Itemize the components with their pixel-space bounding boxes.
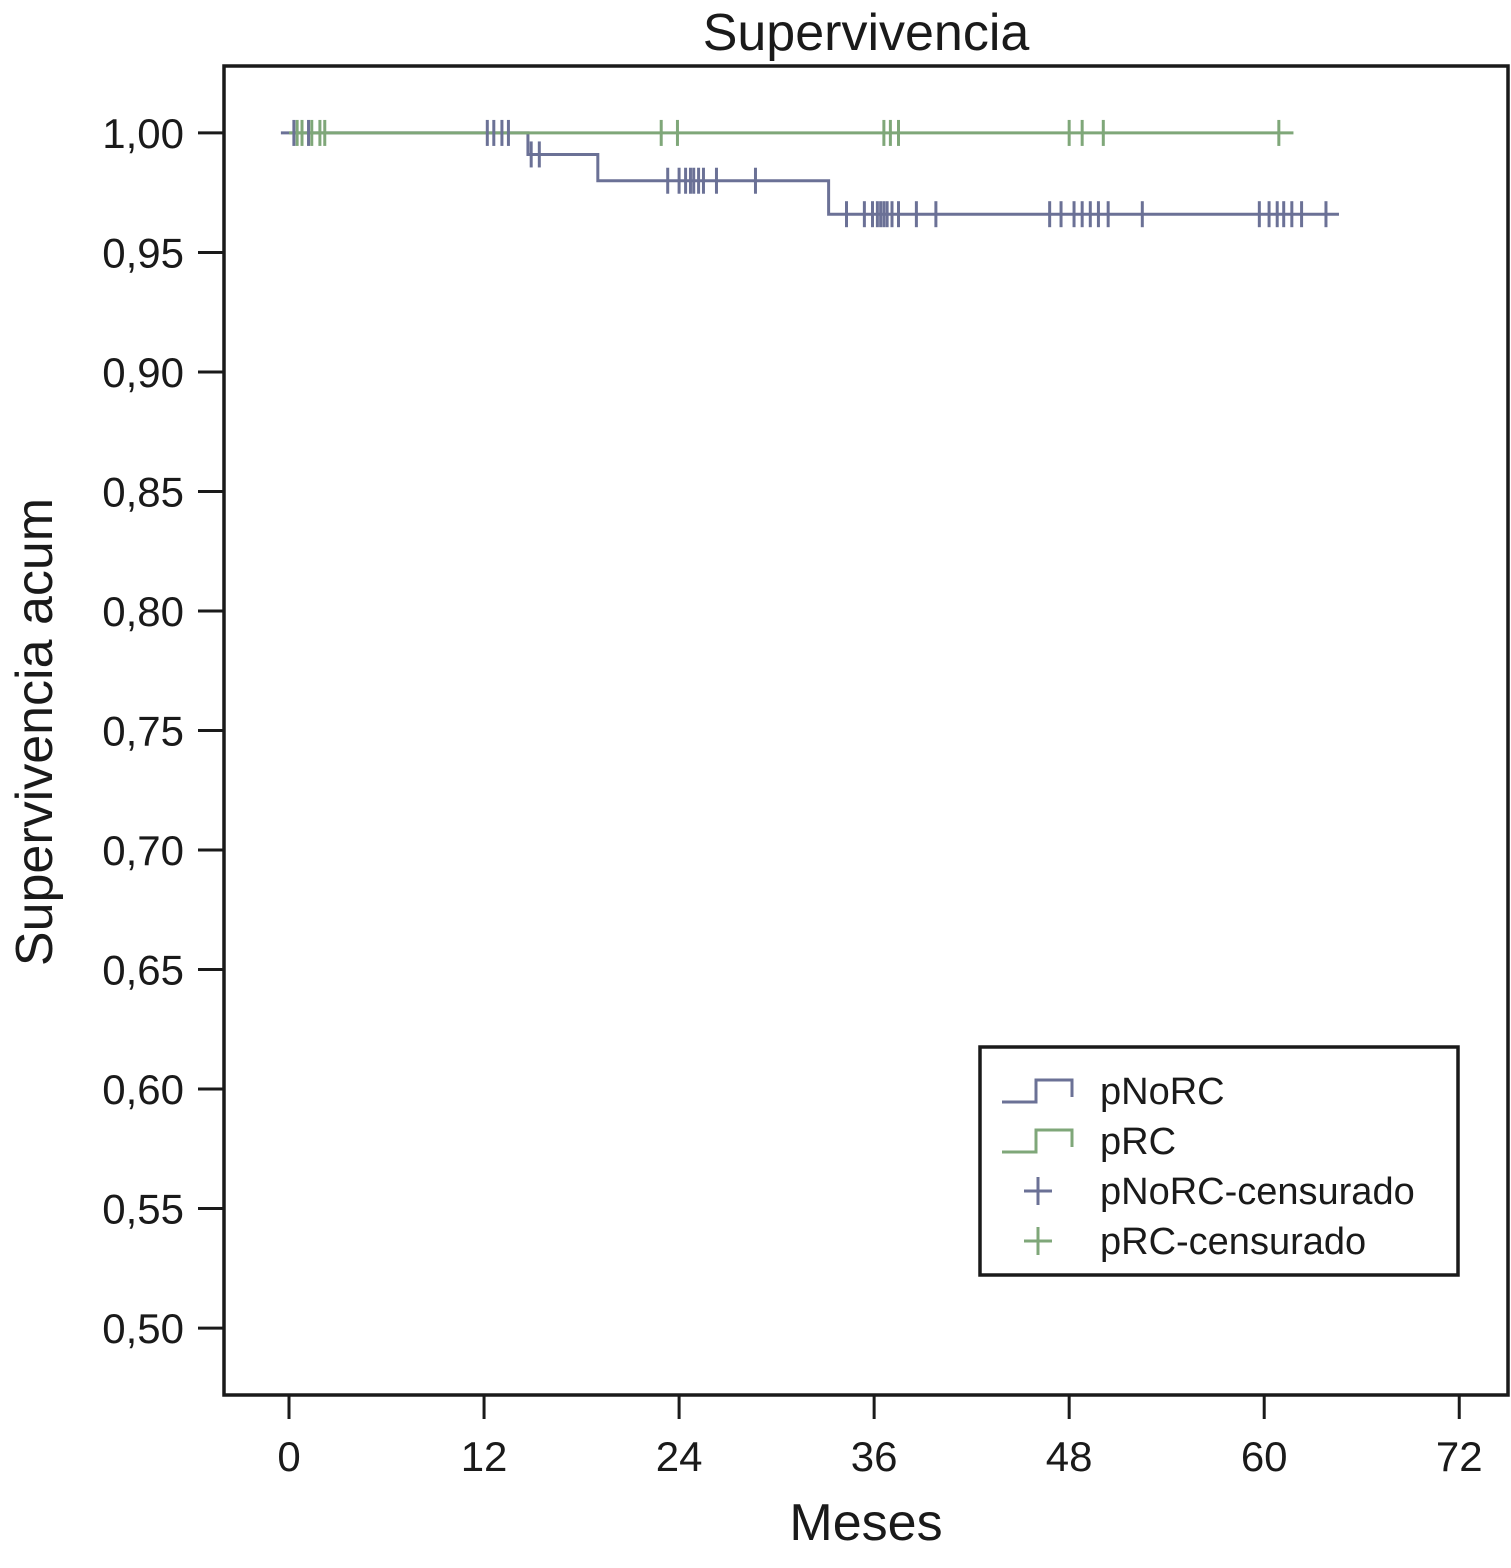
- x-tick-label: 36: [851, 1433, 898, 1480]
- y-tick-label: 1,00: [102, 110, 184, 157]
- y-tick-label: 0,75: [102, 708, 184, 755]
- y-tick-label: 0,65: [102, 947, 184, 994]
- y-axis-title: Supervivencia acum: [6, 498, 64, 966]
- y-tick-label: 0,55: [102, 1186, 184, 1233]
- legend-symbol-pnorc: [1002, 1078, 1074, 1104]
- y-tick-label: 0,95: [102, 229, 184, 276]
- chart-title: Supervivencia: [703, 4, 1030, 62]
- legend-label-prc-censurado: pRC-censurado: [1100, 1221, 1366, 1263]
- y-tick-label: 0,70: [102, 827, 184, 874]
- legend-box: [978, 1045, 1460, 1277]
- y-tick-label: 0,50: [102, 1305, 184, 1352]
- y-tick-label: 0,60: [102, 1066, 184, 1113]
- x-tick-label: 0: [277, 1433, 300, 1480]
- y-tick-label: 0,90: [102, 349, 184, 396]
- x-tick-label: 24: [656, 1433, 703, 1480]
- x-tick-label: 72: [1436, 1433, 1483, 1480]
- plot-area: 0,50 0,55 0,60 0,65 0,70 0,75 0,80 0,85 0,90 0,95…: [102, 64, 1510, 1480]
- legend: pNoRC pRC pNoRC-censurado pRC-censurado: [978, 1045, 1460, 1277]
- y-tick-label: 0,80: [102, 588, 184, 635]
- legend-label-prc: pRC: [1100, 1121, 1176, 1163]
- series-line-pnorc: [280, 131, 1339, 216]
- y-tick-label: 0,85: [102, 468, 184, 515]
- legend-label-pnorc-censurado: pNoRC-censurado: [1100, 1171, 1415, 1213]
- x-tick-label: 12: [461, 1433, 508, 1480]
- legend-label-pnorc: pNoRC: [1100, 1071, 1225, 1113]
- x-tick-label: 48: [1046, 1433, 1093, 1480]
- x-tick-label: 60: [1241, 1433, 1288, 1480]
- legend-symbol-prc: [1002, 1128, 1074, 1154]
- x-axis-title: Meses: [789, 1494, 942, 1552]
